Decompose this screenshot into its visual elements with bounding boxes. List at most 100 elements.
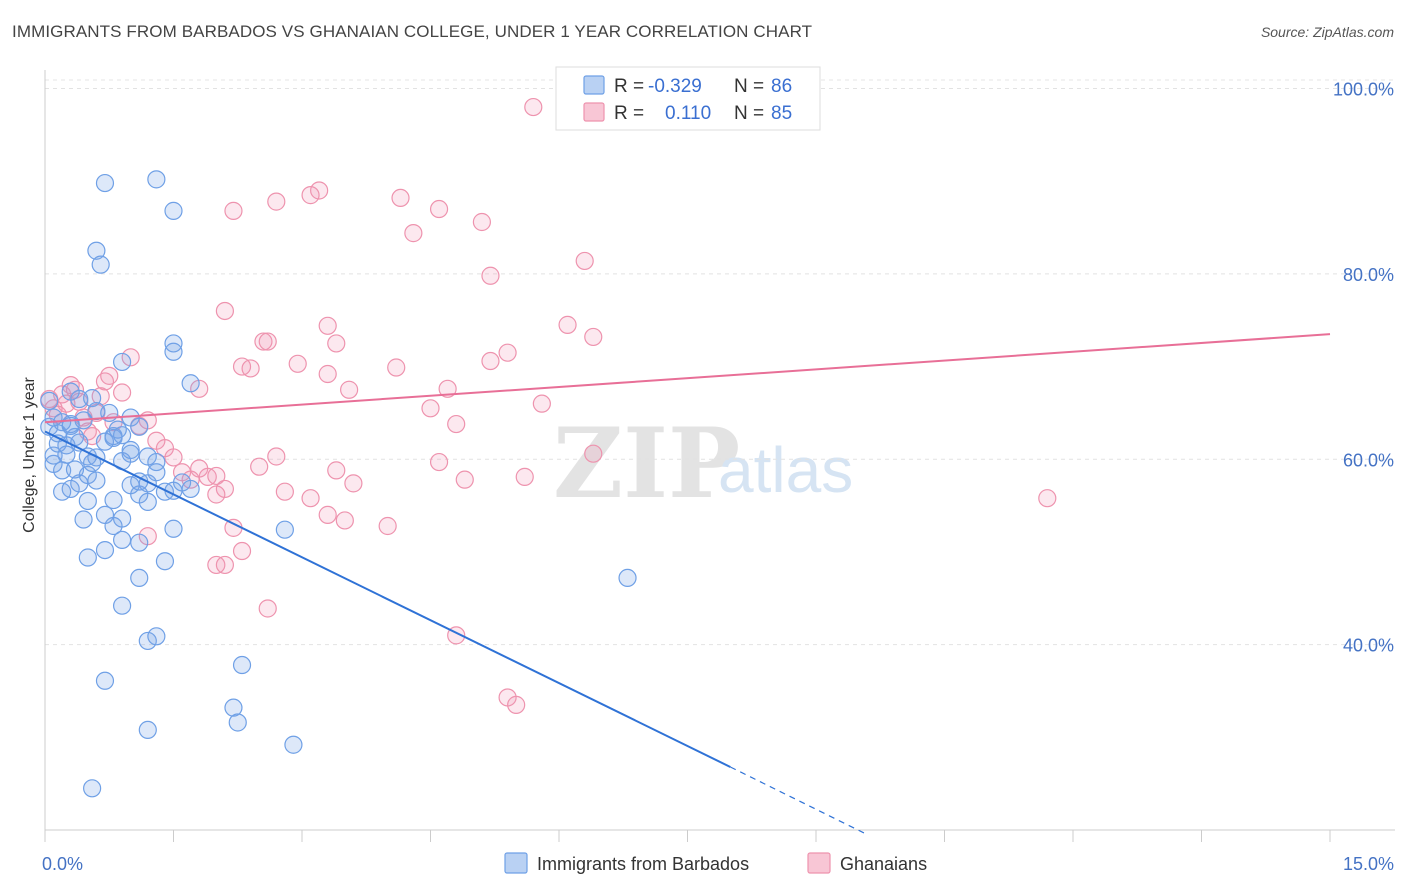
ghanaians-point-46 [258,599,277,618]
barbados-point-33 [112,530,132,550]
ghanaians-point-56 [288,354,307,373]
ghanaians-point-16 [112,383,132,402]
ghanaians-point-42 [429,452,449,472]
ghanaians-point-39 [378,516,397,536]
ghanaians-point-73 [429,199,449,219]
series-legend-swatch-pink [807,852,831,874]
ghanaians-point-57 [318,316,337,335]
ghanaians-point-33 [250,457,269,476]
ghanaians-point-49 [507,695,526,714]
barbados-point-40 [87,241,106,260]
ghanaians-point-53 [241,359,260,378]
trend-lines [44,333,1331,836]
barbados-point-44 [164,201,183,220]
barbados-point-31 [95,540,115,560]
barbados-point-77 [53,482,72,501]
legend-r-value-pink: 0.110 [665,103,711,124]
y-tick-label-60: 60.0% [1343,450,1394,470]
barbados-point-57 [164,519,183,538]
ghanaians-point-17 [121,348,140,367]
ghanaians-point-38 [335,511,354,530]
y-tick-label-100: 100.0% [1333,80,1394,100]
ghanaians-point-71 [481,266,500,285]
ghanaians-trend-line [44,333,1331,424]
ghanaians-point-74 [404,224,423,243]
barbados-point-62 [147,627,166,646]
ghanaians-point-77 [301,186,320,205]
barbados-point-34 [130,533,149,552]
barbados-trend-line [44,430,731,768]
ghanaians-point-44 [515,467,534,486]
series-legend: Immigrants from Barbados Ghanaians [504,852,927,874]
y-tick-label-40: 40.0% [1343,636,1394,656]
barbados-point-42 [95,173,115,193]
barbados-point-70 [275,520,294,539]
series-legend-label-pink: Ghanaians [840,854,927,874]
barbados-point-32 [104,516,123,536]
barbados-point-65 [232,655,252,675]
barbados-trend-extension [730,766,868,836]
barbados-point-67 [228,713,247,732]
barbados-point-66 [224,698,243,717]
ghanaians-point-79 [224,201,243,220]
ghanaians-point-22 [164,448,183,467]
barbados-point-64 [138,720,157,740]
barbados-point-74 [61,382,80,401]
ghanaians-point-63 [438,379,457,398]
ghanaians-point-60 [318,364,337,384]
y-tick-labels: 40.0% 60.0% 80.0% 100.0% [1333,80,1394,656]
ghanaians-point-84 [207,485,226,504]
barbados-point-43 [147,170,166,189]
ghanaians-point-27 [207,466,226,486]
barbados-point-59 [130,568,149,588]
ghanaians-point-36 [301,489,320,508]
ghanaians-point-14 [100,366,119,385]
barbados-point-22 [78,491,97,511]
ghanaians-point-35 [275,482,294,501]
y-tick-label-80: 80.0% [1343,265,1394,285]
ghanaians-point-41 [344,474,363,493]
barbados-points [40,170,637,798]
source-label: Source: ZipAtlas.com [1260,24,1394,40]
legend-r-label-pink: R = [614,103,644,124]
barbados-point-48 [112,352,132,372]
barbados-point-35 [138,492,157,512]
ghanaians-point-32 [215,555,234,575]
stats-legend: R = -0.329 N = 86 R = 0.110 N = 85 [555,66,821,131]
legend-r-label-blue: R = [614,76,644,97]
ghanaians-point-58 [327,334,346,353]
barbados-point-85 [108,420,127,439]
legend-n-label-pink: N = [734,103,764,124]
barbados-point-58 [155,552,175,571]
barbados-point-71 [618,568,637,588]
ghanaians-point-54 [254,332,273,351]
ghanaians-point-68 [558,315,577,334]
ghanaians-point-30 [232,541,252,561]
legend-swatch-pink [583,102,605,122]
ghanaians-point-82 [1038,489,1057,508]
legend-n-value-blue: 86 [771,76,792,97]
ghanaians-point-78 [267,192,286,211]
barbados-point-69 [83,779,102,798]
barbados-point-39 [181,479,200,499]
ghanaians-point-61 [387,358,406,377]
barbados-point-78 [74,510,93,529]
y-axis-label: College, Under 1 year [21,377,38,533]
barbados-point-55 [121,440,140,460]
ghanaians-point-75 [391,188,410,208]
ghanaians-point-76 [310,181,329,200]
barbados-point-82 [57,445,76,464]
ghanaians-point-72 [472,212,491,232]
barbados-point-46 [164,342,183,361]
barbados-point-76 [87,471,106,490]
x-tick-label-max: 15.0% [1343,854,1394,874]
barbados-point-47 [181,374,200,393]
barbados-point-63 [95,671,115,690]
barbados-point-24 [104,490,123,510]
barbados-point-72 [40,391,59,410]
legend-swatch-blue [583,75,605,95]
x-tick-label-min: 0.0% [42,854,83,874]
barbados-point-41 [91,255,110,274]
ghanaians-point-59 [340,380,359,399]
